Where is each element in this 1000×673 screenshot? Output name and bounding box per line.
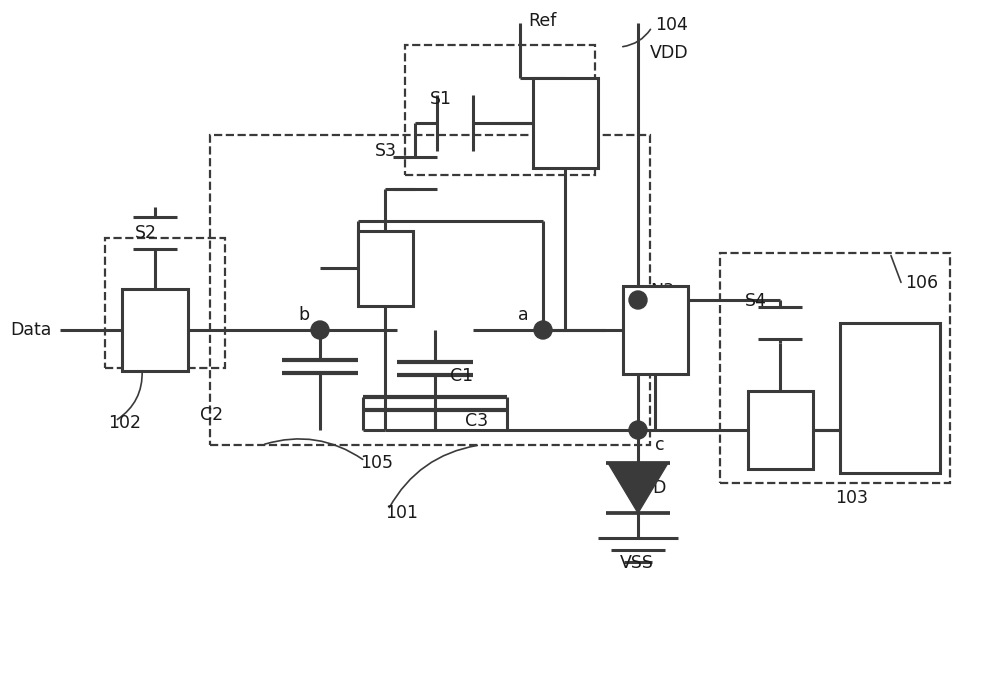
- FancyArrowPatch shape: [389, 446, 477, 507]
- Circle shape: [534, 321, 552, 339]
- Circle shape: [629, 291, 647, 309]
- Text: VSS: VSS: [620, 554, 654, 572]
- Text: 105: 105: [360, 454, 393, 472]
- Bar: [840, 323, 940, 473]
- Text: a: a: [518, 306, 529, 324]
- Text: C3: C3: [465, 412, 488, 430]
- Bar: [358, 230, 413, 306]
- Text: Ref: Ref: [528, 12, 556, 30]
- Text: Data: Data: [10, 321, 51, 339]
- Bar: [405, 45, 595, 175]
- Text: S3: S3: [375, 142, 397, 160]
- Text: C2: C2: [200, 406, 223, 424]
- Text: 101: 101: [385, 504, 418, 522]
- Bar: [210, 135, 650, 445]
- Text: c: c: [655, 436, 665, 454]
- Bar: [532, 78, 598, 168]
- Text: b: b: [298, 306, 309, 324]
- Text: DT: DT: [658, 294, 682, 312]
- FancyArrowPatch shape: [265, 439, 363, 460]
- FancyArrowPatch shape: [891, 256, 901, 283]
- Text: S1: S1: [430, 90, 452, 108]
- Bar: [748, 391, 812, 469]
- Bar: [622, 286, 688, 374]
- Text: 104: 104: [655, 16, 688, 34]
- Text: T2: T2: [362, 254, 384, 272]
- Text: T4: T4: [755, 414, 777, 432]
- Bar: [720, 253, 950, 483]
- Text: VDD: VDD: [650, 44, 689, 62]
- Text: S2: S2: [135, 224, 157, 242]
- Text: C1: C1: [450, 367, 473, 385]
- Text: D: D: [652, 479, 665, 497]
- FancyArrowPatch shape: [623, 30, 650, 46]
- Text: 106: 106: [905, 274, 938, 292]
- Bar: [122, 289, 188, 371]
- Text: T3: T3: [138, 359, 160, 377]
- Bar: [105, 238, 225, 368]
- Text: N3: N3: [650, 282, 674, 300]
- Text: S4: S4: [745, 292, 767, 310]
- Circle shape: [629, 421, 647, 439]
- Polygon shape: [608, 463, 668, 513]
- Text: 103: 103: [835, 489, 868, 507]
- FancyArrowPatch shape: [117, 371, 142, 419]
- Text: 102: 102: [108, 414, 141, 432]
- Circle shape: [311, 321, 329, 339]
- Text: T1: T1: [538, 109, 560, 127]
